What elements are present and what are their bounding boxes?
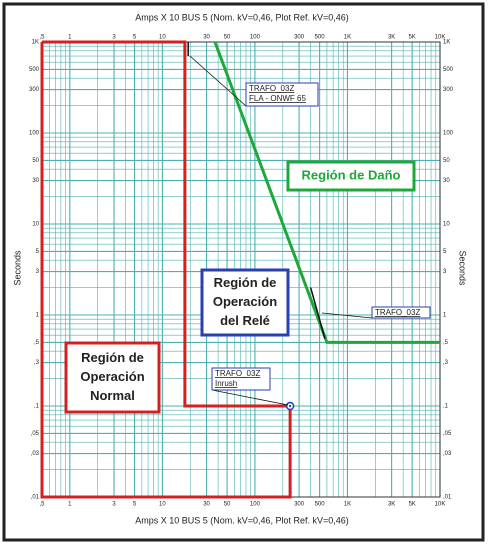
annotation-text: TRAFO_03Z: [375, 308, 420, 317]
y-tick-label-right: 1: [443, 313, 447, 319]
y-tick-label-right: 30: [443, 178, 450, 184]
x-tick-label: 50: [224, 35, 231, 41]
y-tick-label-right: ,1: [443, 404, 449, 410]
x-tick-label-bottom: 10K: [435, 502, 446, 508]
region-label: Región de: [81, 350, 144, 365]
annotation-box: [211, 367, 271, 391]
bottom-title: Amps X 10 BUS 5 (Nom. kV=0,46, Plot Ref.…: [135, 515, 349, 525]
y-tick-label: 500: [29, 67, 40, 73]
y-tick-label: 3: [36, 269, 40, 275]
annotation-text: TRAFO_03Z: [249, 84, 294, 93]
x-tick-label-bottom: 3: [112, 502, 116, 508]
x-tick-label: 10: [159, 35, 166, 41]
region-box: [200, 268, 290, 337]
y-tick-label: ,01: [31, 495, 40, 501]
region-box: [64, 341, 161, 414]
x-tick-label: 300: [294, 35, 305, 41]
y-tick-label-right: ,5: [443, 340, 449, 346]
x-tick-label: 500: [315, 35, 326, 41]
region-label: Operación: [213, 294, 277, 309]
y-tick-label: 1: [36, 313, 40, 319]
y-tick-label-right: ,01: [443, 495, 452, 501]
y-tick-label-right: 300: [443, 87, 454, 93]
y-tick-label-right: ,3: [443, 360, 449, 366]
annotation-box: [245, 82, 319, 107]
region-label: Región de: [214, 275, 277, 290]
x-tick-label: ,5: [39, 35, 45, 41]
annotation-text: FLA - ONWF 65: [249, 94, 306, 103]
leader-line: [211, 389, 289, 406]
curve: [213, 41, 440, 344]
y-tick-label-right: 500: [443, 67, 454, 73]
x-tick-label-bottom: 1: [68, 502, 72, 508]
y-tick-label: ,5: [34, 340, 40, 346]
x-tick-label: 10K: [435, 35, 446, 41]
y-axis-title: Seconds: [12, 250, 22, 286]
region-label: Región de Daño: [302, 167, 401, 182]
y-tick-label-right: 5: [443, 249, 447, 255]
leader-line: [189, 55, 247, 107]
curve: [309, 287, 326, 339]
x-tick-label: 100: [250, 35, 261, 41]
y-tick-label-right: 50: [443, 158, 450, 164]
x-tick-label: 1K: [344, 35, 351, 41]
x-tick-label: 5K: [408, 35, 415, 41]
x-tick-label: 1: [68, 35, 72, 41]
region-label: Operación: [80, 369, 144, 384]
x-tick-label-bottom: 300: [294, 502, 305, 508]
y-tick-label: ,1: [34, 404, 40, 410]
x-tick-label-bottom: 100: [250, 502, 261, 508]
y-tick-label: 10: [32, 222, 39, 228]
x-tick-label-bottom: 1K: [344, 502, 351, 508]
x-tick-label: 3: [112, 35, 116, 41]
y-tick-label: 50: [32, 158, 39, 164]
x-tick-label-bottom: 5: [133, 502, 137, 508]
annotation-box: [371, 306, 431, 319]
x-tick-label-bottom: 50: [224, 502, 231, 508]
x-tick-label-bottom: 10: [159, 502, 166, 508]
y-tick-label: 30: [32, 178, 39, 184]
x-tick-label: 5: [133, 35, 137, 41]
y-tick-label: ,03: [31, 451, 40, 457]
x-tick-label: 30: [203, 35, 210, 41]
y-tick-label: 100: [29, 131, 40, 137]
x-tick-label-bottom: 3K: [388, 502, 395, 508]
inrush-point-dot: [288, 404, 292, 408]
x-tick-label-bottom: ,5: [39, 502, 45, 508]
y-tick-label: 5: [36, 249, 40, 255]
region-box: [286, 160, 416, 192]
y-tick-label-right: ,03: [443, 451, 452, 457]
region-label: Normal: [90, 388, 135, 403]
y-axis-title-right: Seconds: [458, 250, 468, 286]
y-tick-label: 300: [29, 87, 40, 93]
y-tick-label: ,3: [34, 360, 40, 366]
y-tick-label-right: 10: [443, 222, 450, 228]
y-tick-label: 1K: [32, 40, 39, 46]
x-tick-label-bottom: 30: [203, 502, 210, 508]
annotation-text: TRAFO_03Z: [215, 369, 260, 378]
y-tick-label-right: 1K: [443, 40, 450, 46]
annotation-text: Inrush: [215, 379, 237, 388]
x-tick-label-bottom: 500: [315, 502, 326, 508]
y-tick-label-right: 100: [443, 131, 454, 137]
x-tick-label-bottom: 5K: [408, 502, 415, 508]
top-title: Amps X 10 BUS 5 (Nom. kV=0,46, Plot Ref.…: [135, 12, 349, 22]
x-tick-label: 3K: [388, 35, 395, 41]
y-tick-label: ,05: [31, 431, 40, 437]
y-tick-label-right: 3: [443, 269, 447, 275]
region-label: del Relé: [220, 313, 270, 328]
leader-line: [321, 312, 373, 319]
y-tick-label-right: ,05: [443, 431, 452, 437]
